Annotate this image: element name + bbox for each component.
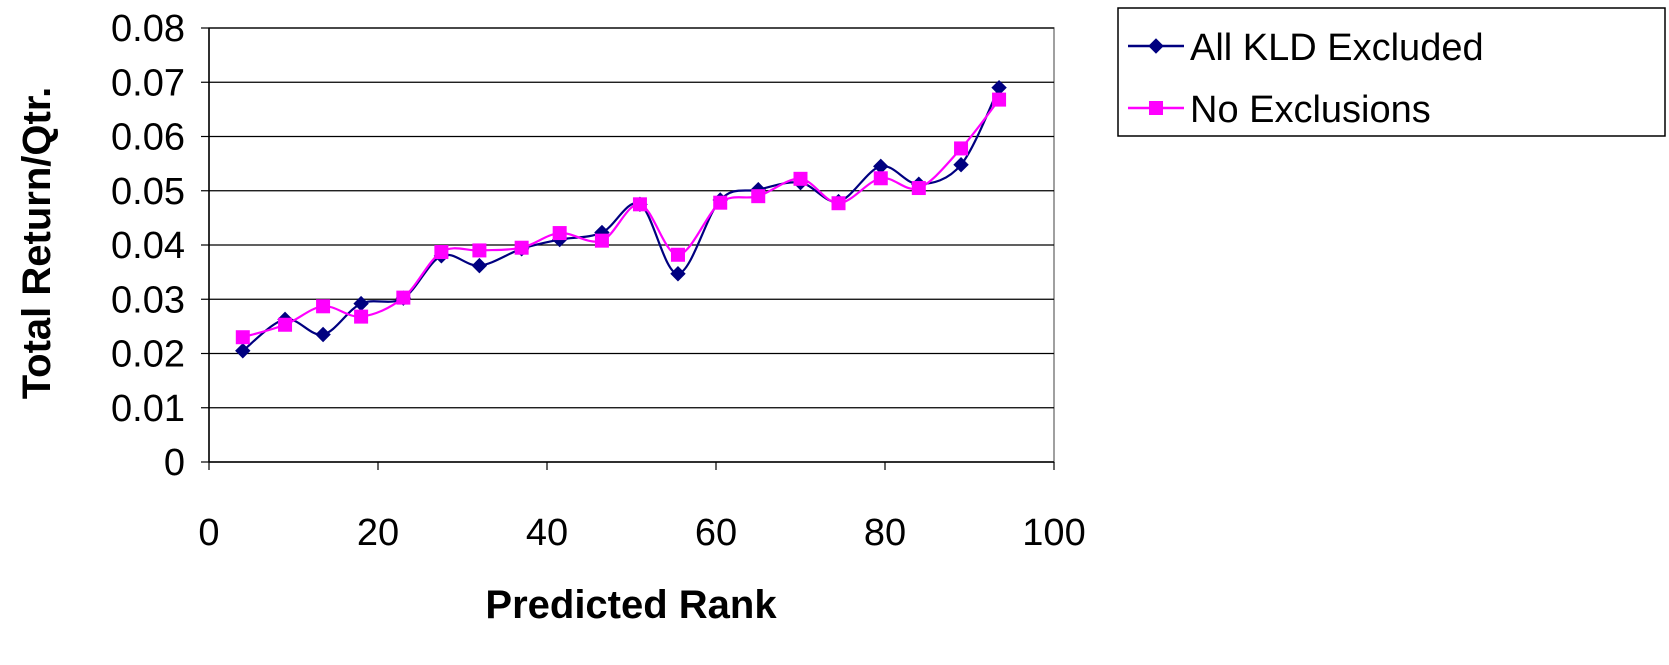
data-point	[552, 226, 567, 241]
y-axis-title: Total Return/Qtr.	[15, 87, 59, 400]
data-point	[911, 181, 926, 196]
legend-label-all-kld-excluded: All KLD Excluded	[1190, 27, 1484, 69]
data-point	[632, 197, 647, 212]
x-tick-label: 60	[695, 512, 737, 554]
data-point	[793, 171, 808, 186]
y-tick-label: 0.05	[111, 171, 185, 213]
data-point	[670, 266, 686, 282]
x-axis-ticks: 0 20 40 60 80 100	[198, 28, 1086, 554]
y-tick-label: 0.08	[111, 8, 185, 50]
x-axis-title: Predicted Rank	[485, 583, 777, 627]
data-point	[472, 243, 487, 258]
data-point	[396, 290, 411, 305]
data-point	[953, 157, 969, 173]
data-point	[713, 195, 728, 210]
series-layer	[235, 79, 1007, 359]
data-point	[434, 245, 449, 260]
data-point	[594, 233, 609, 248]
data-point	[278, 317, 293, 332]
y-tick-label: 0	[164, 442, 185, 484]
y-tick-label: 0.02	[111, 334, 185, 376]
x-tick-label: 80	[864, 512, 906, 554]
data-point	[315, 326, 331, 343]
data-point	[954, 141, 969, 156]
x-tick-label: 20	[357, 512, 399, 554]
data-point	[670, 247, 685, 262]
data-point	[235, 330, 250, 345]
data-point	[316, 299, 331, 314]
y-tick-label: 0.07	[111, 62, 185, 104]
data-point	[235, 343, 251, 359]
legend: All KLD Excluded No Exclusions	[1117, 7, 1666, 137]
data-point	[873, 171, 888, 186]
legend-item-all-kld-excluded	[1128, 38, 1184, 54]
data-point	[471, 257, 488, 274]
legend-label-no-exclusions: No Exclusions	[1190, 89, 1431, 131]
x-tick-label: 0	[198, 512, 219, 554]
y-tick-label: 0.01	[111, 388, 185, 430]
y-tick-label: 0.03	[111, 279, 185, 321]
data-point	[354, 309, 369, 324]
legend-marker	[1149, 101, 1163, 115]
legend-box	[1117, 7, 1666, 137]
data-point	[831, 196, 846, 211]
data-point	[514, 240, 529, 255]
data-point	[992, 92, 1007, 107]
legend-item-no-exclusions	[1128, 101, 1184, 115]
series-1	[235, 92, 1007, 345]
data-point	[751, 189, 766, 204]
x-tick-label: 100	[1022, 512, 1085, 554]
y-axis-ticks: 0 0.01 0.02 0.03 0.04 0.05 0.06 0.07 0.08	[111, 8, 209, 484]
x-tick-label: 40	[526, 512, 568, 554]
y-tick-label: 0.06	[111, 117, 185, 159]
y-tick-label: 0.04	[111, 225, 185, 267]
legend-marker	[1148, 38, 1164, 54]
gridlines	[209, 27, 1054, 409]
